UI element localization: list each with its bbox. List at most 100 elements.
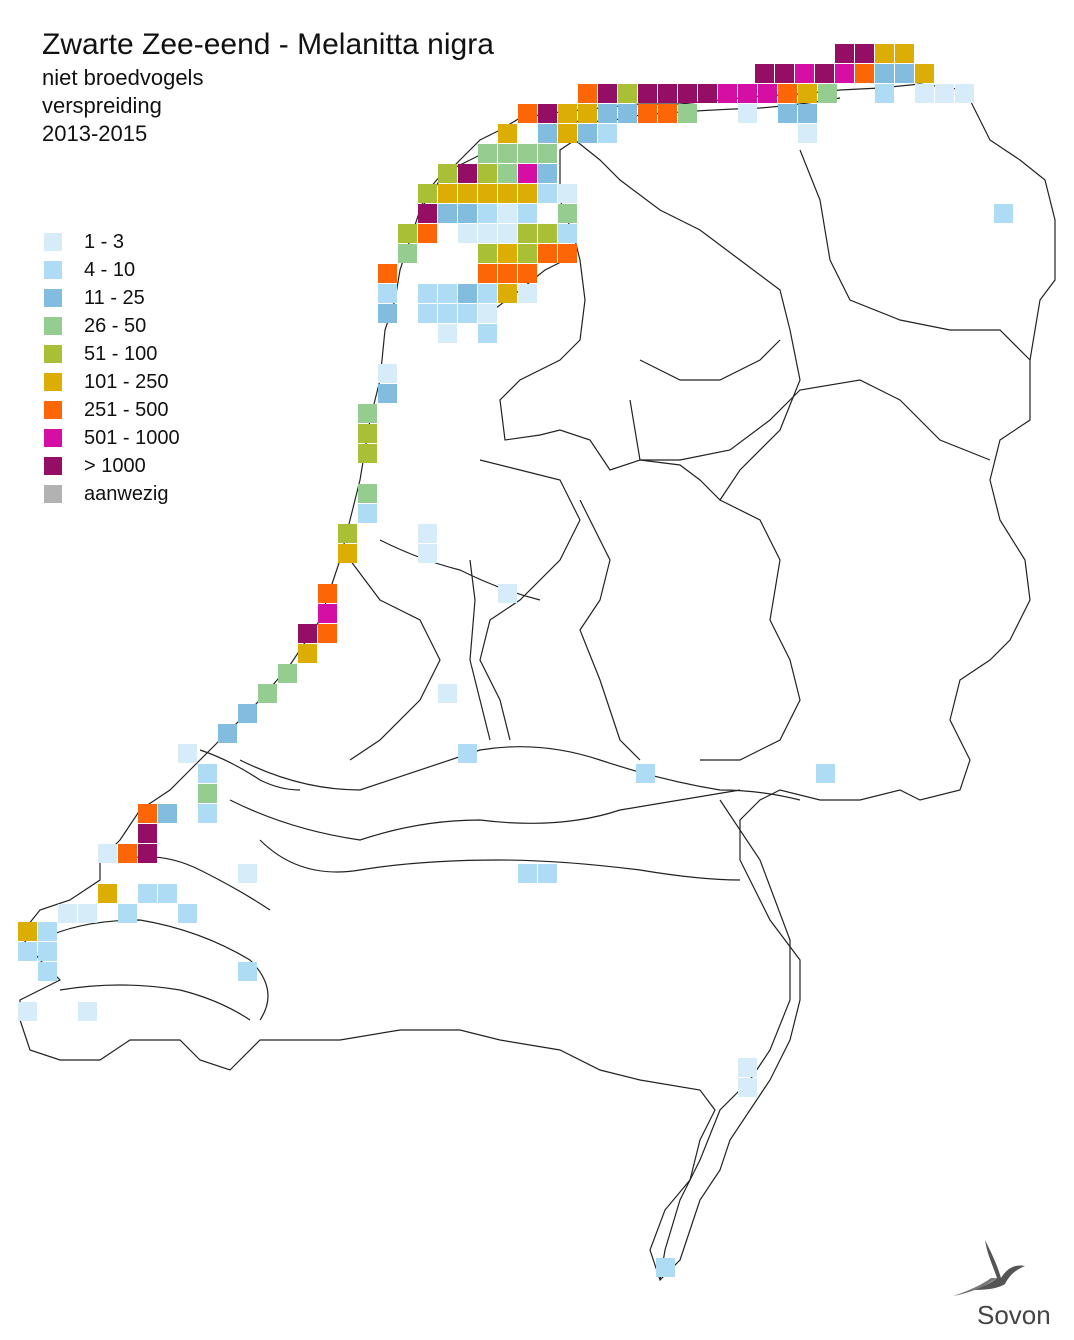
grid-cell xyxy=(498,284,517,303)
legend-label: 251 - 500 xyxy=(84,398,169,421)
grid-cell xyxy=(298,624,317,643)
legend-swatch xyxy=(44,261,62,279)
grid-cell xyxy=(718,84,737,103)
grid-cell xyxy=(438,684,457,703)
grid-cell xyxy=(198,804,217,823)
logo-text: Sovon xyxy=(977,1300,1051,1330)
grid-cell xyxy=(835,64,854,83)
map-title: Zwarte Zee-eend - Melanitta nigra xyxy=(42,28,494,61)
grid-cell xyxy=(498,164,517,183)
grid-cell xyxy=(798,84,817,103)
grid-cell xyxy=(478,244,497,263)
grid-cell xyxy=(795,64,814,83)
legend-item: 4 - 10 xyxy=(44,256,180,284)
grid-cell xyxy=(618,104,637,123)
grid-cell xyxy=(498,224,517,243)
grid-cell xyxy=(238,962,257,981)
grid-cell xyxy=(518,224,537,243)
island-shore xyxy=(199,749,301,791)
grid-cell xyxy=(38,922,57,941)
grid-cell xyxy=(658,84,677,103)
island-shore xyxy=(39,919,269,1021)
grid-cell xyxy=(418,524,437,543)
grid-cell xyxy=(18,942,37,961)
grid-cell xyxy=(478,324,497,343)
grid-cell xyxy=(38,942,57,961)
grid-cell xyxy=(578,104,597,123)
title-block: Zwarte Zee-eend - Melanitta nigra niet b… xyxy=(42,30,494,148)
grid-cell xyxy=(178,744,197,763)
grid-cell xyxy=(258,684,277,703)
grid-cell xyxy=(58,904,77,923)
legend-label: aanwezig xyxy=(84,482,169,505)
grid-cell xyxy=(458,284,477,303)
legend-swatch xyxy=(44,429,62,447)
province-boundary xyxy=(579,499,641,761)
grid-cell xyxy=(835,44,854,63)
province-boundary xyxy=(799,149,1031,361)
grid-cell xyxy=(758,84,777,103)
legend-swatch xyxy=(44,317,62,335)
grid-cell xyxy=(678,104,697,123)
grid-cell xyxy=(418,204,437,223)
grid-cell xyxy=(755,64,774,83)
grid-cell xyxy=(538,144,557,163)
grid-cell xyxy=(418,544,437,563)
grid-cell xyxy=(855,64,874,83)
grid-cell xyxy=(238,704,257,723)
grid-cell xyxy=(338,544,357,563)
legend-swatch xyxy=(44,345,62,363)
grid-cell xyxy=(955,84,974,103)
grid-cell xyxy=(218,724,237,743)
grid-cell xyxy=(498,584,517,603)
legend-label: > 1000 xyxy=(84,454,146,477)
grid-cell xyxy=(638,84,657,103)
grid-cell xyxy=(378,264,397,283)
legend-item: 11 - 25 xyxy=(44,284,180,312)
grid-cell xyxy=(518,284,537,303)
grid-cell xyxy=(298,644,317,663)
grid-cell xyxy=(558,204,577,223)
river xyxy=(229,789,741,841)
grid-cell xyxy=(498,144,517,163)
river xyxy=(469,559,491,741)
map-period: 2013-2015 xyxy=(42,121,148,146)
grid-cell xyxy=(378,304,397,323)
grid-cell xyxy=(198,764,217,783)
grid-cell xyxy=(318,624,337,643)
legend-item: 26 - 50 xyxy=(44,312,180,340)
grid-cell xyxy=(538,104,557,123)
grid-cell xyxy=(438,324,457,343)
grid-cell xyxy=(895,64,914,83)
grid-cell xyxy=(18,1002,37,1021)
province-boundary xyxy=(700,499,801,761)
grid-cell xyxy=(458,744,477,763)
map-subtitle: niet broedvogels xyxy=(42,65,204,90)
grid-cell xyxy=(98,884,117,903)
grid-cell xyxy=(478,284,497,303)
river xyxy=(259,839,741,881)
grid-cell xyxy=(875,44,894,63)
grid-cell xyxy=(358,404,377,423)
grid-cell xyxy=(895,44,914,63)
grid-cell xyxy=(518,144,537,163)
grid-cell xyxy=(498,264,517,283)
legend-item: 501 - 1000 xyxy=(44,424,180,452)
grid-cell xyxy=(318,604,337,623)
grid-cell xyxy=(278,664,297,683)
grid-cell xyxy=(178,904,197,923)
grid-cell xyxy=(458,204,477,223)
province-boundary xyxy=(479,459,581,741)
grid-cell xyxy=(138,844,157,863)
grid-cell xyxy=(518,184,537,203)
grid-cell xyxy=(118,844,137,863)
grid-cell xyxy=(636,764,655,783)
grid-cell xyxy=(478,164,497,183)
legend-item: 1 - 3 xyxy=(44,228,180,256)
grid-cell xyxy=(598,124,617,143)
grid-cell xyxy=(775,64,794,83)
legend-swatch xyxy=(44,373,62,391)
grid-cell xyxy=(816,764,835,783)
grid-cell xyxy=(935,84,954,103)
